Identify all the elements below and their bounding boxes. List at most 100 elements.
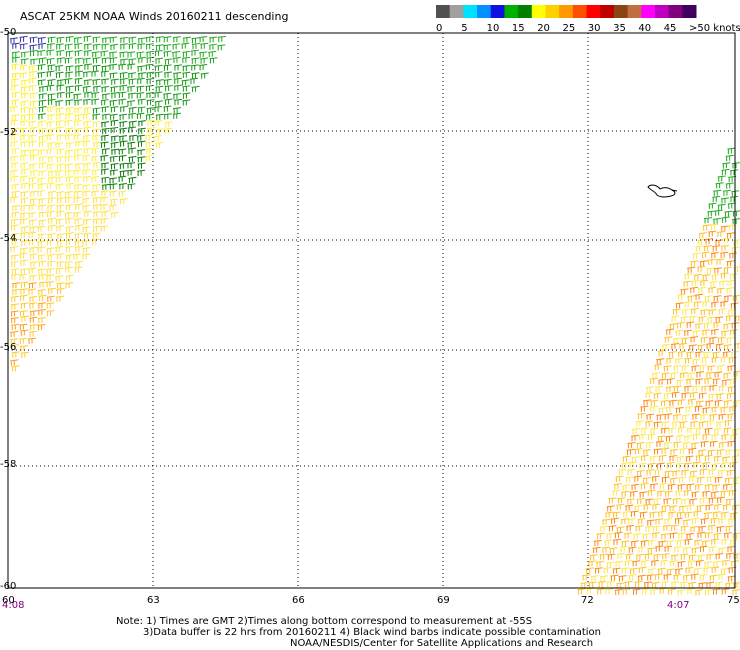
wind-barb (660, 559, 669, 567)
legend-label: 15 (512, 23, 525, 34)
wind-barb (681, 365, 690, 372)
wind-barb (664, 518, 673, 525)
wind-barb (703, 351, 712, 358)
wind-barb (668, 351, 677, 358)
wind-barb (638, 462, 647, 469)
wind-barb (109, 113, 118, 121)
wind-barb (100, 217, 109, 225)
wind-barb (694, 483, 703, 491)
wind-barb (83, 63, 92, 70)
legend-label: 30 (588, 23, 601, 34)
wind-barb (110, 135, 119, 142)
wind-barb (695, 293, 704, 301)
wind-barb (28, 84, 37, 92)
wind-barb (683, 489, 692, 497)
wind-barb (606, 580, 615, 588)
wind-barb (640, 405, 649, 412)
wind-barb (37, 113, 46, 120)
wind-barb (91, 51, 100, 58)
wind-barb (10, 295, 19, 303)
legend-bin (572, 5, 588, 18)
wind-barb (19, 337, 28, 344)
wind-barb (173, 77, 182, 85)
wind-barb (683, 435, 693, 442)
wind-barb (29, 92, 38, 99)
wind-barb (726, 469, 735, 476)
wind-barb (661, 343, 670, 351)
wind-barb (37, 204, 47, 211)
wind-barb (650, 588, 659, 596)
wind-barb (163, 71, 173, 78)
wind-barb (712, 484, 721, 491)
wind-barb (11, 42, 20, 49)
wind-barb (164, 121, 173, 128)
wind-barb (687, 295, 696, 302)
wind-barb (154, 100, 163, 107)
wind-barb (706, 267, 715, 274)
wind-barb (19, 64, 28, 71)
wind-barb (54, 142, 64, 149)
wind-barb (155, 128, 164, 135)
map-title: ASCAT 25KM NOAA Winds 20160211 descendin… (20, 10, 288, 23)
wind-barb (643, 503, 652, 511)
wind-barb (680, 498, 689, 505)
wind-barb (642, 477, 651, 484)
wind-barb (636, 497, 645, 505)
wind-barb (732, 582, 740, 589)
wind-barb (11, 72, 20, 79)
wind-barb (74, 127, 83, 135)
wind-barb (649, 377, 658, 385)
wind-barb (28, 70, 38, 78)
wind-barb (20, 107, 29, 114)
wind-barb (734, 315, 740, 322)
wind-barb (693, 510, 702, 517)
wind-barb (182, 71, 191, 79)
wind-barb (100, 50, 109, 57)
wind-barb (703, 566, 712, 574)
wind-barb (182, 50, 191, 58)
wind-barb (37, 149, 46, 156)
wind-barb (702, 490, 711, 498)
wind-barb (702, 462, 711, 469)
wind-barb (726, 260, 735, 267)
wind-barb (702, 274, 711, 281)
wind-barb (727, 440, 736, 447)
wind-barb (640, 454, 649, 462)
wind-barb (101, 57, 110, 64)
wind-barb (91, 92, 100, 99)
wind-barb (733, 239, 740, 246)
wind-barb (719, 300, 729, 308)
wind-barb (127, 147, 137, 154)
wind-barb (618, 575, 627, 582)
wind-barb (696, 476, 705, 484)
wind-barb (19, 134, 28, 141)
wind-barb (154, 64, 163, 72)
wind-barb (622, 510, 631, 518)
wind-barb (27, 337, 37, 344)
wind-barb (585, 567, 594, 574)
wind-barb (715, 421, 725, 428)
wind-barb (82, 154, 91, 161)
wind-barb (199, 36, 208, 43)
legend-bin (613, 5, 629, 18)
wind-barb (684, 357, 693, 364)
wind-barb (638, 566, 647, 574)
wind-barb (83, 147, 92, 155)
wind-barb (606, 561, 615, 568)
wind-barb (20, 149, 29, 156)
wind-barb (603, 567, 612, 574)
wind-barb (664, 545, 673, 552)
wind-barb (645, 498, 654, 505)
wind-barb (64, 196, 73, 203)
wind-barb (698, 421, 707, 428)
wind-barb (666, 461, 675, 469)
wind-barb (137, 169, 146, 177)
wind-barb (10, 218, 19, 226)
wind-barb (128, 112, 137, 120)
wind-barb (145, 141, 154, 148)
wind-barb (101, 113, 110, 120)
wind-barb (672, 308, 681, 315)
wind-barb (673, 441, 682, 448)
wind-barb (82, 57, 91, 65)
wind-barb (595, 560, 605, 568)
